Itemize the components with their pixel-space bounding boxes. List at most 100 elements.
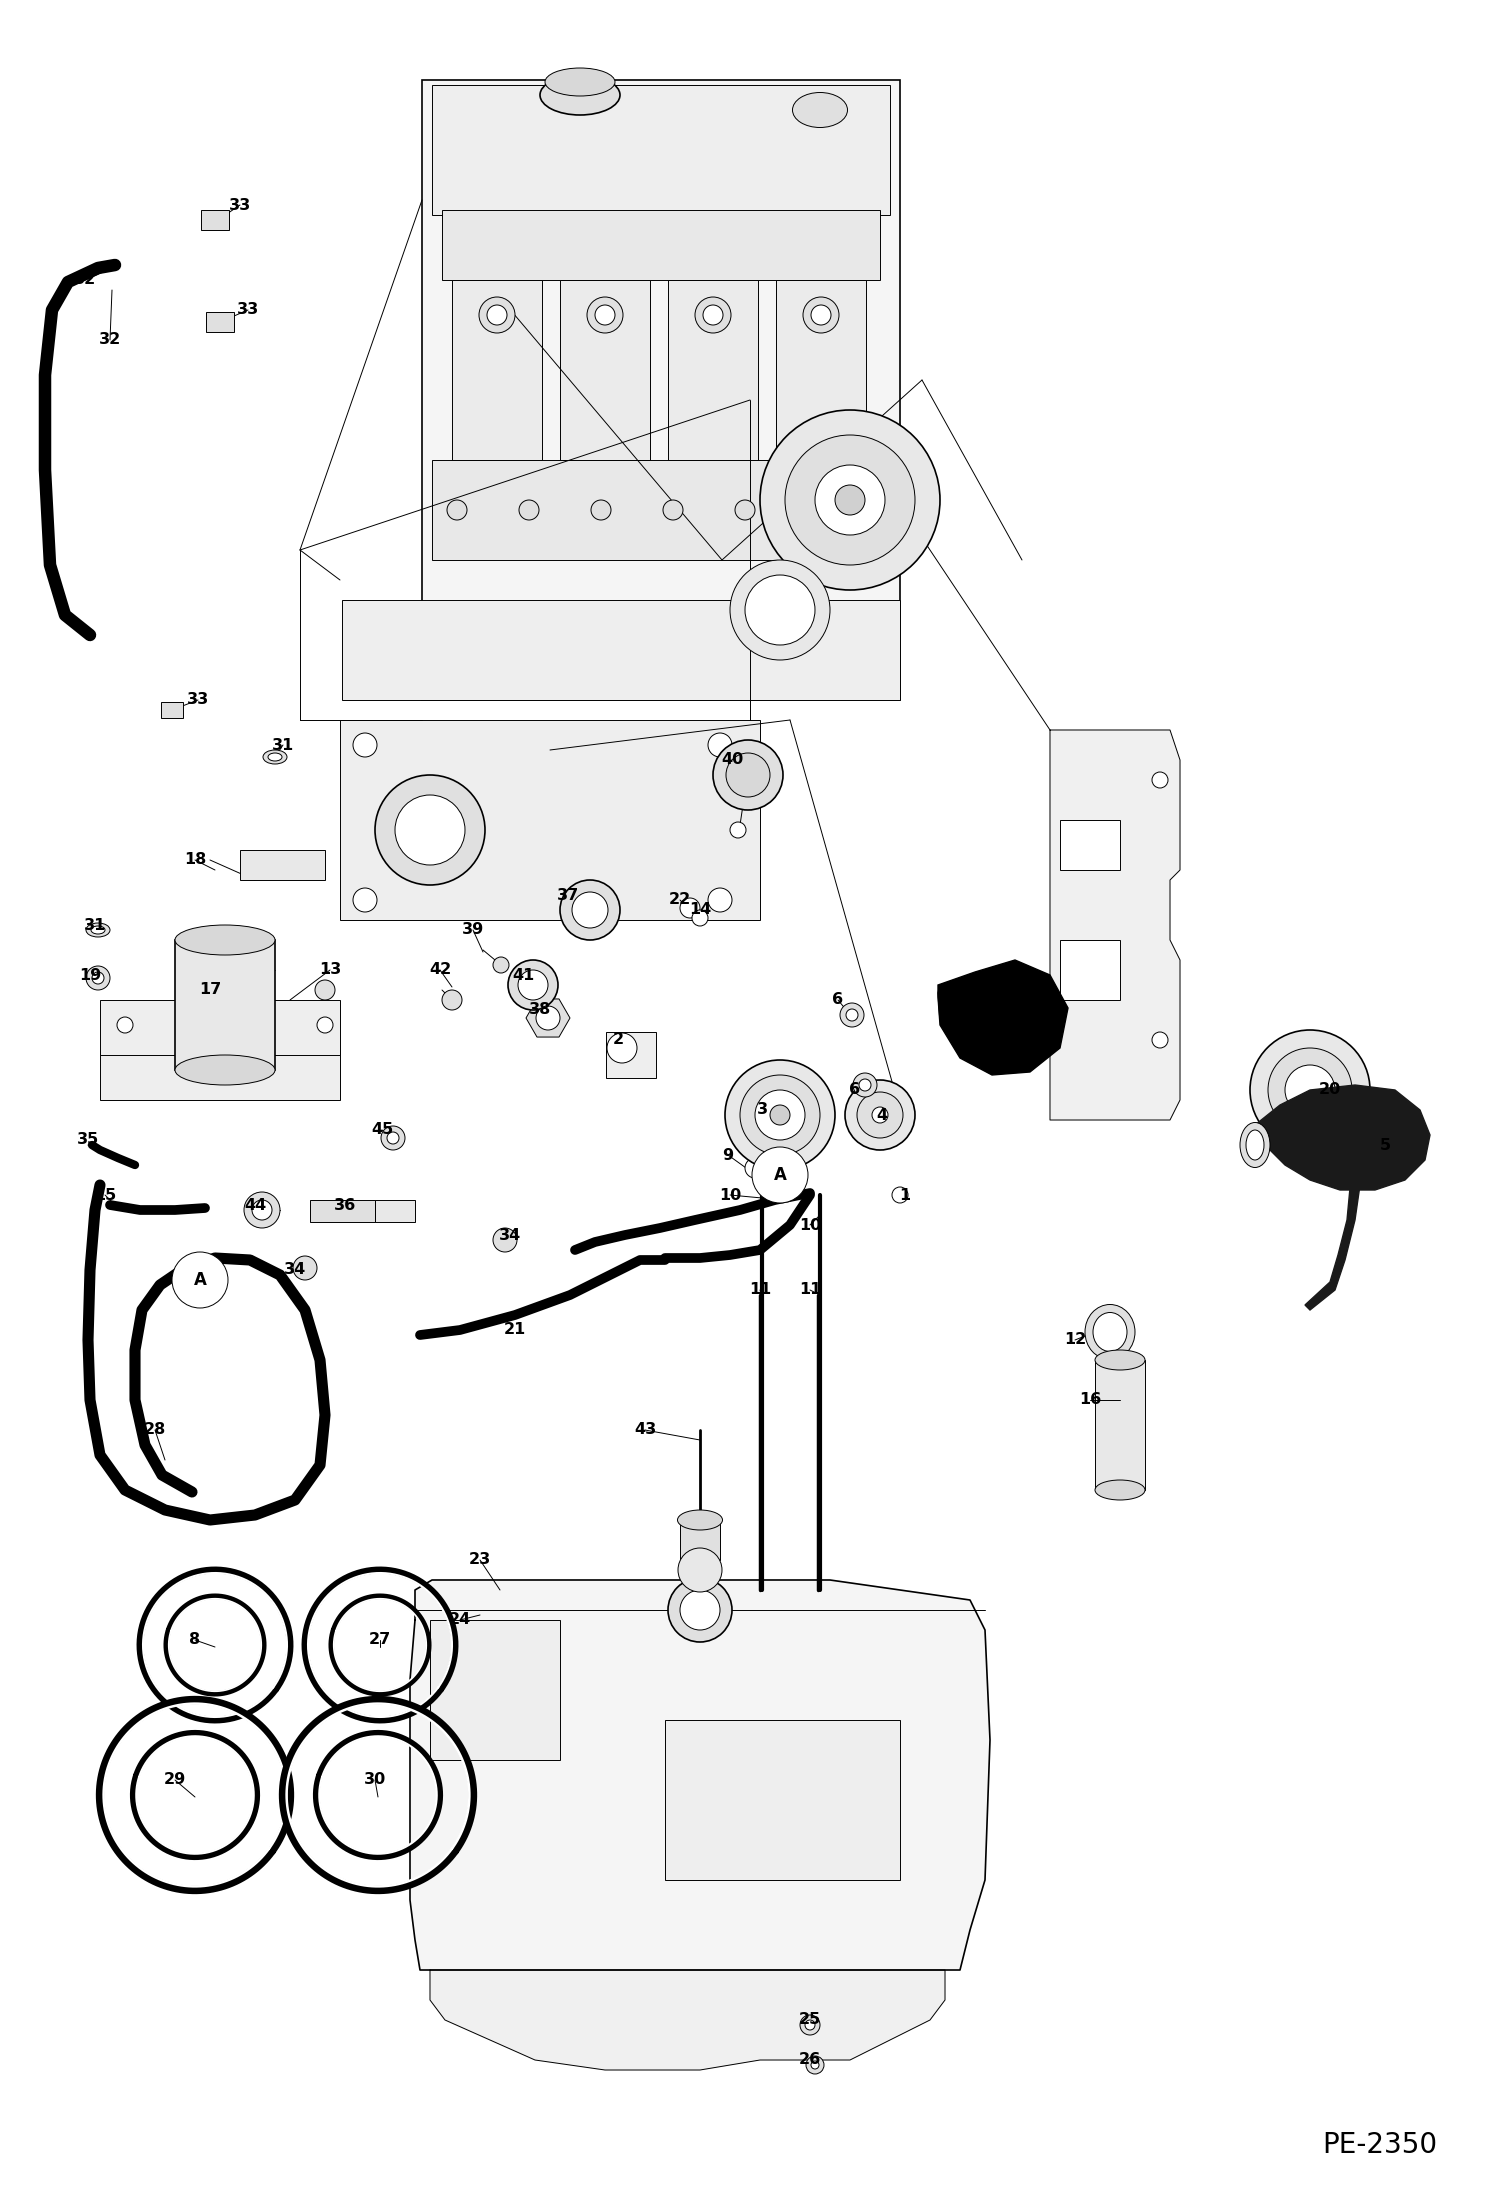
Text: 32: 32 [73,272,96,287]
Circle shape [680,897,700,919]
Text: 34: 34 [499,1228,521,1243]
Ellipse shape [175,1055,276,1086]
Ellipse shape [264,750,288,763]
Bar [776,281,866,461]
Circle shape [840,1002,864,1026]
Circle shape [354,888,377,912]
Ellipse shape [268,752,282,761]
Text: 14: 14 [689,904,712,917]
Text: 33: 33 [237,303,259,318]
Text: 31: 31 [84,917,106,932]
Circle shape [745,1158,765,1178]
Bar [100,1000,340,1055]
Circle shape [587,296,623,333]
Text: 27: 27 [369,1632,391,1647]
Circle shape [891,1186,908,1204]
Circle shape [730,559,830,660]
Text: 15: 15 [94,1186,117,1202]
Text: 20: 20 [1318,1083,1341,1096]
Circle shape [800,2015,819,2035]
Text: 37: 37 [557,888,580,904]
Bar [431,86,890,215]
Text: 10: 10 [719,1186,742,1202]
Circle shape [834,485,864,515]
Circle shape [810,2061,819,2068]
Circle shape [172,1252,228,1307]
Circle shape [252,1200,273,1219]
Text: 35: 35 [76,1132,99,1147]
Circle shape [725,1059,834,1171]
Circle shape [442,989,461,1011]
Bar [201,211,229,230]
Bar [1095,1360,1144,1489]
Circle shape [703,305,724,325]
Bar [342,601,900,700]
Bar [160,702,183,717]
Ellipse shape [85,923,109,936]
Text: A: A [773,1167,786,1184]
Ellipse shape [545,68,616,96]
Circle shape [493,956,509,974]
Text: 31: 31 [271,737,294,752]
Circle shape [695,296,731,333]
Bar [422,79,900,700]
Text: 9: 9 [722,1147,734,1162]
Circle shape [872,1107,888,1123]
Text: 22: 22 [670,893,691,908]
Bar [665,1719,900,1879]
Text: 10: 10 [798,1217,821,1232]
Text: 8: 8 [189,1632,201,1647]
Ellipse shape [539,75,620,114]
Polygon shape [410,1579,990,1969]
Text: 38: 38 [529,1002,551,1018]
Text: 19: 19 [79,967,102,982]
Circle shape [745,575,815,645]
Circle shape [244,1193,280,1228]
Ellipse shape [1095,1480,1144,1500]
Circle shape [845,1079,915,1149]
Circle shape [664,500,683,520]
Text: 39: 39 [461,923,484,936]
Ellipse shape [1085,1305,1135,1360]
Text: A: A [193,1272,207,1289]
Circle shape [709,888,733,912]
Circle shape [595,305,616,325]
Ellipse shape [1240,1123,1270,1167]
Text: 24: 24 [449,1612,472,1627]
Bar [374,1200,415,1222]
Text: 21: 21 [503,1322,526,1338]
Circle shape [479,296,515,333]
Text: PE-2350: PE-2350 [1323,2132,1438,2158]
Circle shape [858,1079,870,1090]
Bar [100,1050,340,1101]
Text: 34: 34 [285,1263,306,1279]
Text: 16: 16 [1079,1393,1101,1408]
Circle shape [572,893,608,928]
Bar [668,281,758,461]
Circle shape [294,1257,318,1281]
Bar [310,1200,374,1222]
Text: 25: 25 [798,2013,821,2029]
Bar [680,1520,721,1559]
Bar [175,941,276,1070]
Text: 11: 11 [798,1283,821,1298]
Circle shape [487,305,506,325]
Text: 5: 5 [1380,1138,1390,1154]
Circle shape [713,739,783,809]
Circle shape [807,500,827,520]
Polygon shape [1050,730,1180,1121]
Text: 28: 28 [144,1423,166,1436]
Circle shape [1285,1066,1335,1114]
Circle shape [857,1092,903,1138]
Bar [1061,941,1121,1000]
Text: 41: 41 [512,967,535,982]
Circle shape [1152,772,1168,787]
Polygon shape [950,989,1025,1050]
Text: 17: 17 [199,982,222,998]
Polygon shape [430,1969,945,2070]
Circle shape [386,1132,398,1145]
Circle shape [607,1033,637,1064]
Text: 7: 7 [995,993,1005,1007]
Circle shape [736,500,755,520]
Circle shape [815,465,885,535]
